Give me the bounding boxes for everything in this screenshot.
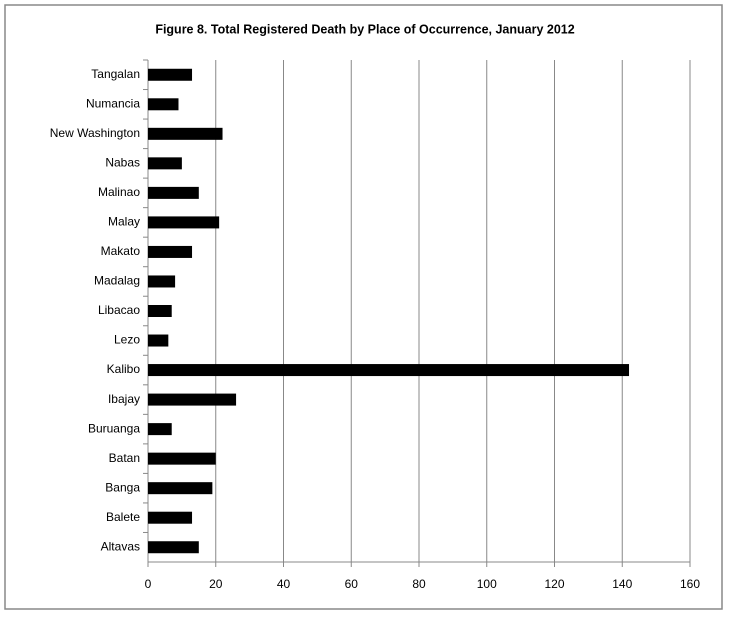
bar — [148, 364, 630, 377]
bar — [148, 127, 223, 140]
y-tick-label: Libacao — [98, 303, 140, 317]
y-tick-label: Kalibo — [107, 362, 141, 376]
y-tick-label: Balete — [106, 510, 140, 524]
y-tick-label: Tangalan — [91, 67, 140, 81]
y-tick-label: Altavas — [101, 539, 140, 553]
y-tick-label: Batan — [109, 451, 140, 465]
bar — [148, 452, 216, 465]
y-tick-label: Nabas — [105, 156, 140, 170]
bar — [148, 98, 179, 111]
x-tick-label: 20 — [209, 577, 223, 591]
chart-border — [4, 4, 723, 610]
x-tick-label: 100 — [477, 577, 497, 591]
bar — [148, 275, 176, 288]
y-tick-label: Madalag — [94, 274, 140, 288]
x-tick-label: 140 — [612, 577, 632, 591]
bar — [148, 305, 172, 317]
bar — [148, 423, 172, 436]
y-tick-label: Makato — [101, 244, 141, 258]
bar — [148, 186, 199, 199]
y-tick-label: Buruanga — [88, 421, 140, 435]
y-tick-label: Lezo — [114, 333, 140, 347]
bar — [148, 511, 193, 524]
bar — [148, 216, 220, 229]
x-tick-label: 0 — [145, 577, 152, 591]
bar — [148, 393, 237, 406]
y-tick-label: Ibajay — [108, 392, 140, 406]
x-tick-label: 120 — [544, 577, 564, 591]
x-tick-label: 80 — [412, 577, 426, 591]
bar — [148, 541, 199, 554]
bar — [148, 68, 193, 81]
x-tick-label: 40 — [277, 577, 291, 591]
bar — [148, 245, 193, 258]
bar — [148, 334, 169, 347]
y-tick-label: Numancia — [86, 96, 140, 110]
y-tick-label: New Washington — [50, 126, 140, 140]
y-tick-label: Banga — [105, 480, 140, 494]
bar — [148, 157, 182, 170]
y-tick-label: Malinao — [98, 185, 140, 199]
x-tick-label: 160 — [680, 577, 700, 591]
x-tick-label: 60 — [345, 577, 359, 591]
y-tick-label: Malay — [108, 215, 140, 229]
bar — [148, 482, 213, 495]
chart-title: Figure 8. Total Registered Death by Plac… — [155, 22, 574, 36]
